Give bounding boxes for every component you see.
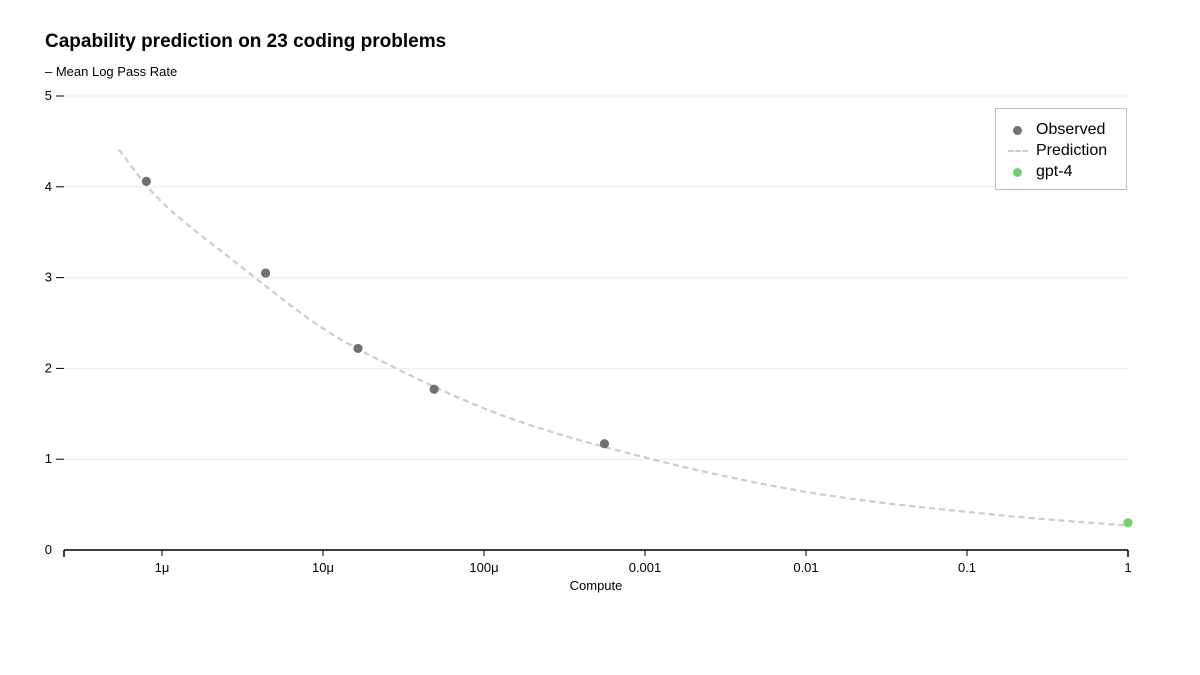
x-tick-label: 0.1: [958, 560, 976, 575]
observed-point: [429, 384, 439, 394]
gridlines: [64, 95, 1128, 460]
x-tick-label: 1: [1124, 560, 1131, 575]
y-axis-label: – Mean Log Pass Rate: [45, 64, 178, 79]
gpt-4-point: [1123, 518, 1133, 528]
y-tick-label: 3: [45, 270, 52, 285]
observed-marker-icon: [1013, 126, 1022, 135]
legend-label-observed: Observed: [1036, 121, 1106, 138]
y-tick-label: 0: [45, 542, 52, 557]
x-tick-label: 1μ: [155, 560, 170, 575]
x-tick-label: 100μ: [469, 560, 498, 575]
axes: 0 1 2 3 4 5 1μ 10μ 100μ 0.001 0.01 0.1 1: [45, 88, 1132, 575]
legend-item-observed: Observed: [996, 120, 1126, 140]
y-tick-label: 4: [45, 179, 52, 194]
legend-item-gpt-4: gpt-4: [996, 162, 1126, 182]
prediction-layer: [118, 148, 1129, 527]
prediction-line: [118, 148, 1129, 527]
gpt-4-marker-icon: [1013, 168, 1022, 177]
observed-point: [260, 268, 271, 278]
x-tick-label: 10μ: [312, 560, 334, 575]
points-layer: [141, 176, 1133, 528]
observed-point: [353, 343, 363, 354]
prediction-dash-icon: [1008, 150, 1028, 152]
y-tick-label: 5: [45, 88, 52, 103]
x-tick-label: 0.01: [793, 560, 818, 575]
observed-point: [599, 439, 610, 449]
legend-item-prediction: Prediction: [996, 141, 1126, 161]
y-tick-label: 1: [45, 451, 52, 466]
chart-title: Capability prediction on 23 coding probl…: [45, 31, 447, 52]
x-axis-title: Compute: [570, 578, 623, 593]
legend-label-prediction: Prediction: [1036, 142, 1108, 159]
legend: Observed Prediction gpt-4: [995, 108, 1127, 190]
y-tick-label: 2: [45, 360, 52, 375]
observed-point: [141, 176, 151, 186]
legend-label-gpt-4: gpt-4: [1036, 163, 1073, 180]
x-tick-label: 0.001: [629, 560, 662, 575]
